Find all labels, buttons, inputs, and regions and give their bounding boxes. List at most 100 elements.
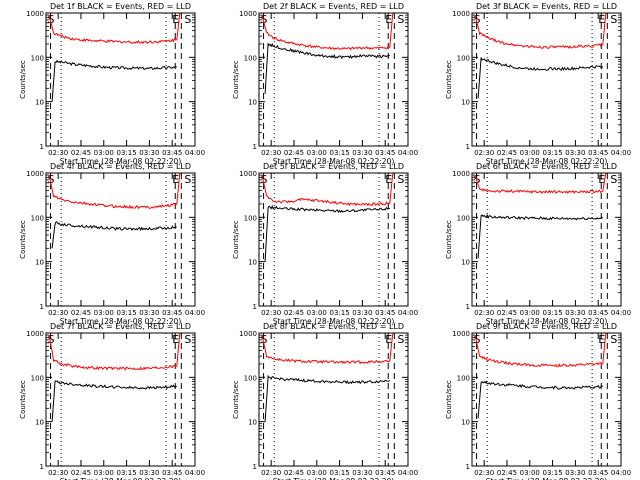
x-tick-label: 03:00: [94, 149, 114, 157]
y-tick-label: 10: [35, 259, 44, 267]
x-tick-label: 03:00: [94, 469, 114, 477]
x-axis-label: Start Time (28-Mar-08 02:22:20): [60, 477, 182, 480]
plot-frame: [45, 172, 196, 307]
y-tick-label: 10: [461, 99, 470, 107]
y-tick-label: 1: [40, 143, 44, 151]
x-tick-label: 02:45: [284, 469, 304, 477]
marker-label: S: [610, 13, 617, 26]
y-tick-label: 100: [244, 214, 257, 222]
x-tick-label: 04:00: [611, 309, 631, 317]
x-tick-label: 03:45: [588, 309, 608, 317]
x-tick-label: 02:45: [284, 149, 304, 157]
x-tick-label: 02:45: [497, 149, 517, 157]
events-series-line: [51, 59, 178, 102]
x-tick-label: 03:30: [139, 149, 159, 157]
x-tick-label: 03:00: [520, 149, 540, 157]
x-tick-label: 02:45: [497, 309, 517, 317]
marker-label: S: [474, 173, 481, 186]
x-tick-label: 03:15: [329, 469, 349, 477]
x-tick-label: 03:30: [352, 149, 372, 157]
marker-label: S: [610, 173, 617, 186]
y-tick-label: 1000: [239, 10, 257, 18]
y-tick-label: 100: [457, 374, 470, 382]
lld-series-line: [261, 172, 394, 207]
x-tick-label: 03:45: [588, 149, 608, 157]
y-tick-label: 1: [466, 463, 470, 471]
marker-label: S: [397, 333, 404, 346]
lld-series-line: [474, 332, 607, 368]
marker-label: S: [610, 333, 617, 346]
events-series-line: [477, 57, 604, 99]
x-tick-label: 03:00: [307, 149, 327, 157]
x-tick-label: 02:30: [48, 149, 68, 157]
y-axis-label: Counts/sec: [445, 380, 453, 419]
chart-panel-9: Det 9f BLACK = Events, RED = LLD 1 10 100 10…: [445, 322, 631, 480]
x-axis-label: Start Time (28-Mar-08 02:22:20): [486, 157, 608, 166]
plot-frame: [258, 172, 409, 307]
x-axis-label: Start Time (28-Mar-08 02:22:20): [273, 157, 395, 166]
chart-panel-4: Det 4f BLACK = Events, RED = LLD 1 10 100 10…: [19, 162, 205, 326]
x-tick-label: 03:45: [162, 309, 182, 317]
y-tick-label: 1000: [239, 330, 257, 338]
x-axis-label: Start Time (28-Mar-08 02:22:20): [60, 317, 182, 326]
x-tick-label: 03:30: [139, 469, 159, 477]
y-axis-label: Counts/sec: [19, 380, 27, 419]
x-tick-label: 03:00: [307, 309, 327, 317]
x-tick-label: 04:00: [611, 149, 631, 157]
x-tick-label: 04:00: [398, 149, 418, 157]
y-tick-label: 100: [31, 374, 44, 382]
x-tick-label: 02:30: [261, 149, 281, 157]
marker-label: S: [397, 13, 404, 26]
x-tick-label: 02:30: [48, 309, 68, 317]
x-tick-label: 03:30: [352, 309, 372, 317]
x-tick-label: 03:00: [307, 469, 327, 477]
marker-label: S: [474, 333, 481, 346]
x-tick-label: 04:00: [185, 149, 205, 157]
chart-title: Det 2f BLACK = Events, RED = LLD: [263, 2, 404, 11]
marker-label: E: [385, 173, 392, 186]
x-axis-label: Start Time (28-Mar-08 02:22:20): [486, 317, 608, 326]
events-series-line: [264, 374, 391, 422]
marker-label: S: [261, 333, 268, 346]
x-tick-label: 02:30: [261, 469, 281, 477]
x-axis-label: Start Time (28-Mar-08 02:22:20): [60, 157, 182, 166]
x-tick-label: 02:30: [48, 469, 68, 477]
marker-label: S: [184, 173, 191, 186]
y-tick-label: 10: [248, 99, 257, 107]
events-series-line: [264, 204, 391, 262]
x-tick-label: 03:45: [375, 149, 395, 157]
y-tick-label: 1: [40, 303, 44, 311]
chart-panel-1: Det 1f BLACK = Events, RED = LLD 1 10 100 10…: [19, 2, 205, 166]
x-tick-label: 04:00: [398, 309, 418, 317]
lld-series-line: [48, 332, 181, 371]
x-tick-label: 03:30: [565, 309, 585, 317]
x-tick-label: 03:45: [588, 469, 608, 477]
y-axis-label: Counts/sec: [445, 220, 453, 259]
x-tick-label: 02:45: [497, 469, 517, 477]
x-tick-label: 03:15: [116, 469, 136, 477]
marker-label: S: [261, 173, 268, 186]
chart-title: Det 9f BLACK = Events, RED = LLD: [476, 322, 617, 331]
plot-frame: [471, 172, 622, 307]
x-tick-label: 02:45: [71, 309, 91, 317]
x-tick-label: 03:45: [162, 469, 182, 477]
chart-title: Det 3f BLACK = Events, RED = LLD: [476, 2, 617, 11]
x-tick-label: 03:15: [329, 309, 349, 317]
plot-frame: [258, 332, 409, 467]
x-tick-label: 02:45: [71, 149, 91, 157]
marker-label: E: [598, 173, 605, 186]
marker-label: E: [598, 13, 605, 26]
x-tick-label: 02:45: [284, 309, 304, 317]
x-tick-label: 03:00: [520, 309, 540, 317]
x-tick-label: 02:30: [474, 309, 494, 317]
marker-label: E: [172, 13, 179, 26]
x-tick-label: 03:30: [565, 469, 585, 477]
chart-title: Det 1f BLACK = Events, RED = LLD: [50, 2, 191, 11]
y-tick-label: 1000: [26, 10, 44, 18]
y-axis-label: Counts/sec: [19, 60, 27, 99]
x-tick-label: 03:45: [375, 309, 395, 317]
chart-panel-5: Det 5f BLACK = Events, RED = LLD 1 10 100 10…: [232, 162, 418, 326]
chart-title: Det 6f BLACK = Events, RED = LLD: [476, 162, 617, 171]
y-tick-label: 1000: [452, 10, 470, 18]
